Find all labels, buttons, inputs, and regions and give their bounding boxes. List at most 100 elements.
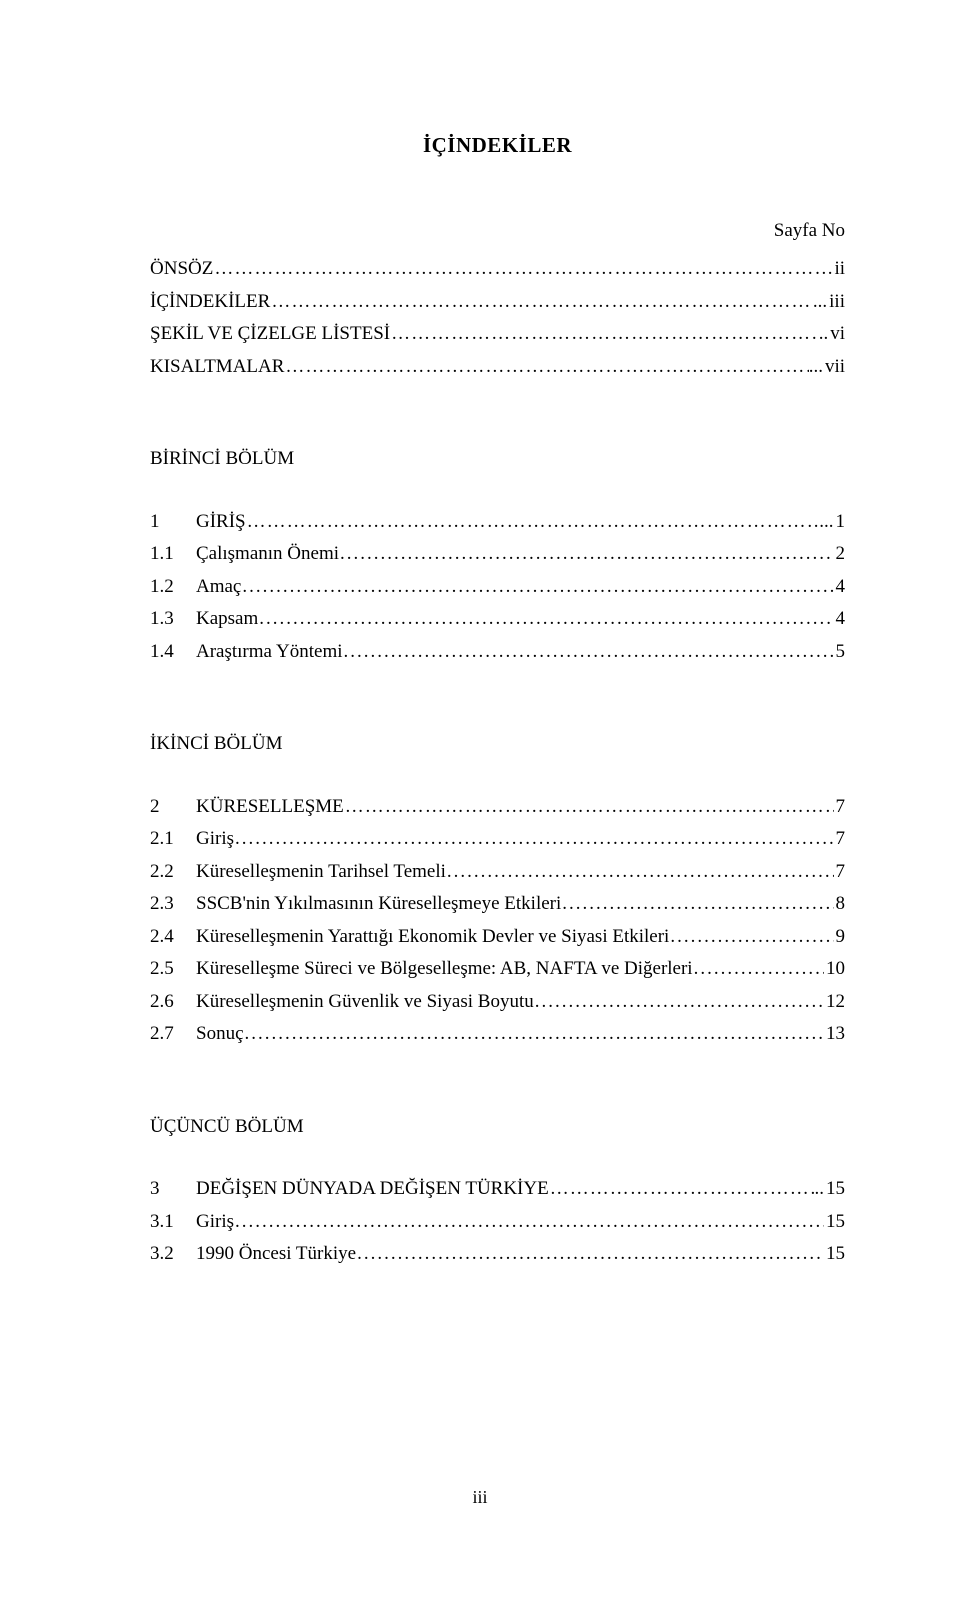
toc-num: 3.1: [150, 1208, 196, 1237]
leader: ........................................…: [669, 923, 833, 952]
toc-row: 2.5 Küreselleşme Süreci ve Bölgeselleşme…: [150, 953, 845, 986]
toc-row: 1.2 Amaç ...............................…: [150, 571, 845, 604]
toc-page: 15: [824, 1240, 845, 1269]
leader: ……………………………………………………………………………………………………………: [344, 793, 834, 822]
toc-row: ŞEKİL VE ÇİZELGE LİSTESİ …………………………………………: [150, 318, 845, 351]
toc-label: Giriş: [196, 1208, 234, 1237]
toc-row: 3.1 Giriş ..............................…: [150, 1206, 845, 1239]
section-heading: BİRİNCİ BÖLÜM: [150, 443, 845, 476]
toc-row: 2.3 SSCB'nin Yıkılmasının Küreselleşmeye…: [150, 888, 845, 921]
toc-num: 2.5: [150, 955, 196, 984]
leader: ……………………………………………………………………………………………………………: [213, 255, 827, 284]
toc-label: SSCB'nin Yıkılmasının Küreselleşmeye Etk…: [196, 890, 561, 919]
leader: ……………………………………………………………………………………………………………: [246, 508, 820, 537]
toc-label: İÇİNDEKİLER: [150, 288, 270, 317]
leader: ........................................…: [446, 858, 834, 887]
toc-page: 10: [824, 955, 845, 984]
page-label: Sayfa No: [150, 217, 845, 246]
toc-page: 12: [824, 988, 845, 1017]
leader: ........................................…: [343, 638, 834, 667]
toc-page: vii: [823, 353, 845, 382]
section-heading: İKİNCİ BÖLÜM: [150, 728, 845, 761]
toc-num: 3: [150, 1175, 196, 1204]
toc-num: 2.2: [150, 858, 196, 887]
toc-num: 3.2: [150, 1240, 196, 1269]
toc-label: ÖNSÖZ: [150, 255, 213, 284]
toc-num: 2: [150, 793, 196, 822]
leader-tail: ...: [819, 508, 833, 537]
toc-label: Küreselleşme Süreci ve Bölgeselleşme: AB…: [196, 955, 693, 984]
toc-row: İÇİNDEKİLER ……………………………………………………………………………: [150, 286, 845, 319]
toc-row: 1.3 Kapsam .............................…: [150, 603, 845, 636]
leader: ........................................…: [241, 573, 833, 602]
heading-label: ÜÇÜNCÜ BÖLÜM: [150, 1113, 304, 1142]
toc-num: 2.7: [150, 1020, 196, 1049]
toc-row: 2.6 Küreselleşmenin Güvenlik ve Siyasi B…: [150, 986, 845, 1019]
leader: ........................................…: [234, 825, 834, 854]
toc-label: Sonuç: [196, 1020, 244, 1049]
toc-page: 5: [834, 638, 846, 667]
toc-num: 1.2: [150, 573, 196, 602]
toc-page: iii: [827, 288, 845, 317]
toc-page: 13: [824, 1020, 845, 1049]
toc-row: ÖNSÖZ ……………………………………………………………………………………………: [150, 253, 845, 286]
leader: ……………………………………………………………………………………………………………: [390, 320, 819, 349]
toc-page: 7: [834, 825, 846, 854]
leader-tail: ...: [809, 353, 823, 382]
toc-num: 2.6: [150, 988, 196, 1017]
toc-label: Çalışmanın Önemi: [196, 540, 339, 569]
toc-page: vi: [828, 320, 845, 349]
toc-label: ŞEKİL VE ÇİZELGE LİSTESİ: [150, 320, 390, 349]
toc-row: 3 DEĞİŞEN DÜNYADA DEĞİŞEN TÜRKİYE …………………: [150, 1173, 845, 1206]
toc-label: Kapsam: [196, 605, 258, 634]
toc-page: 15: [824, 1175, 845, 1204]
leader: ........................................…: [234, 1208, 824, 1237]
toc-num: 1.4: [150, 638, 196, 667]
leader: ……………………………………………………………………………………………………………: [284, 353, 808, 382]
toc-label: Araştırma Yöntemi: [196, 638, 343, 667]
leader: ........................................…: [534, 988, 824, 1017]
leader: ……………………………………………………………………………………………………………: [549, 1175, 815, 1204]
toc-label: Küreselleşmenin Güvenlik ve Siyasi Boyut…: [196, 988, 534, 1017]
toc-row: 2 KÜRESELLEŞME ……………………………………………………………………: [150, 791, 845, 824]
toc-num: 1: [150, 508, 196, 537]
leader-tail: ..: [819, 320, 829, 349]
toc-row: 1 GİRİŞ ………………………………………………………………………………………: [150, 506, 845, 539]
toc-row: 2.7 Sonuç ..............................…: [150, 1018, 845, 1051]
toc-label: GİRİŞ: [196, 508, 246, 537]
toc-num: 1.3: [150, 605, 196, 634]
toc-page: 8: [834, 890, 846, 919]
toc-page: 7: [834, 858, 846, 887]
leader: ........................................…: [356, 1240, 824, 1269]
page-number: iii: [0, 1484, 960, 1511]
toc-label: Küreselleşmenin Tarihsel Temeli: [196, 858, 446, 887]
toc-label: DEĞİŞEN DÜNYADA DEĞİŞEN TÜRKİYE: [196, 1175, 549, 1204]
toc-row: 1.4 Araştırma Yöntemi ..................…: [150, 636, 845, 669]
toc-page: 4: [834, 605, 846, 634]
toc-label: 1990 Öncesi Türkiye: [196, 1240, 356, 1269]
toc-label: Giriş: [196, 825, 234, 854]
heading-label: BİRİNCİ BÖLÜM: [150, 445, 294, 474]
toc-page: 15: [824, 1208, 845, 1237]
toc-label: KÜRESELLEŞME: [196, 793, 344, 822]
toc-row: 2.1 Giriş ..............................…: [150, 823, 845, 856]
leader: ........................................…: [693, 955, 824, 984]
toc-label: KISALTMALAR: [150, 353, 284, 382]
leader-tail: ...: [813, 288, 827, 317]
section-heading: ÜÇÜNCÜ BÖLÜM: [150, 1111, 845, 1144]
toc-num: 2.3: [150, 890, 196, 919]
toc-page: 2: [834, 540, 846, 569]
toc-title: İÇİNDEKİLER: [150, 130, 845, 162]
leader: ……………………………………………………………………………………………………………: [270, 288, 813, 317]
toc-page: 1: [834, 508, 846, 537]
toc-page: 7: [834, 793, 846, 822]
toc-num: 1.1: [150, 540, 196, 569]
leader: ........................................…: [258, 605, 833, 634]
leader: ........................................…: [339, 540, 833, 569]
leader: ........................................…: [244, 1020, 825, 1049]
toc-page: 9: [834, 923, 846, 952]
leader-tail: ..: [815, 1175, 825, 1204]
heading-label: İKİNCİ BÖLÜM: [150, 730, 282, 759]
toc-row: 1.1 Çalışmanın Önemi ...................…: [150, 538, 845, 571]
toc-label: Amaç: [196, 573, 241, 602]
